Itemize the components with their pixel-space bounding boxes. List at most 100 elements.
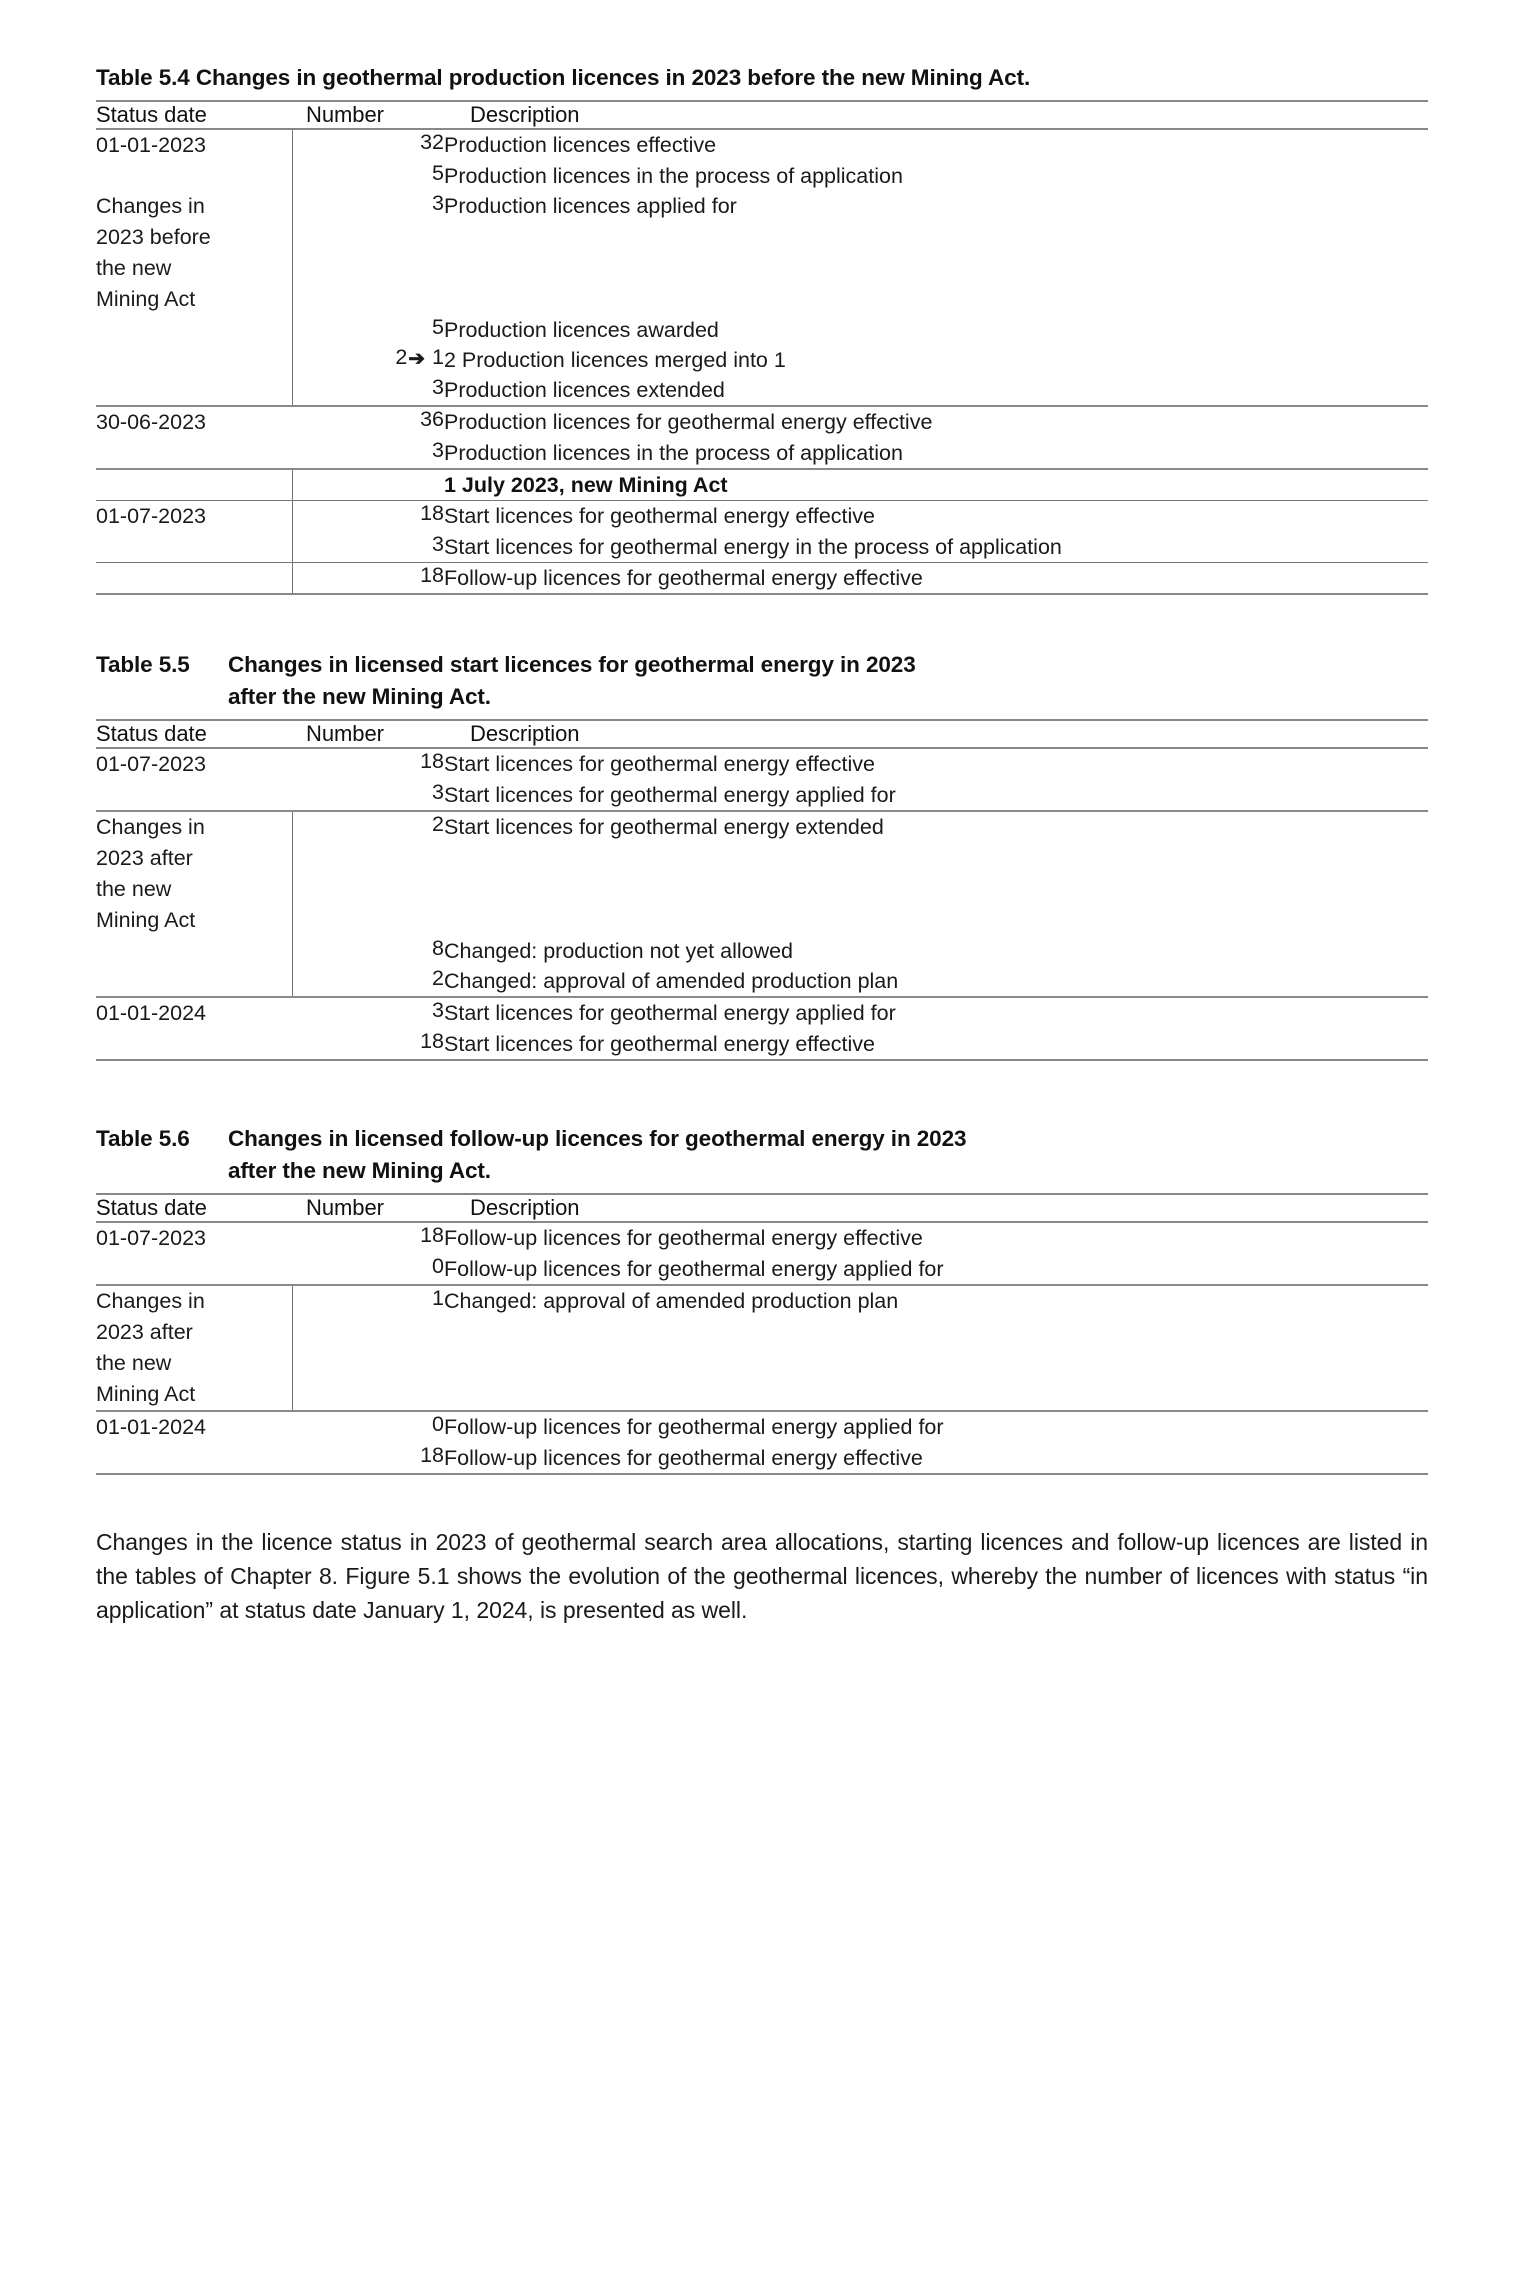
- cell-description: Start licences for geothermal energy in …: [444, 535, 1062, 560]
- cell-description: Production licences awarded: [444, 317, 719, 342]
- table-5-6-caption-line-1: Changes in licensed follow-up licences f…: [228, 1126, 967, 1152]
- table-row: 01-01-2024 3 Start licences for geothermal…: [96, 997, 1428, 1029]
- cell-description: Start licences for geothermal energy eff…: [444, 752, 876, 777]
- cell-description: Production licences extended: [444, 377, 725, 402]
- table-5-5-caption-line-2: after the new Mining Act.: [228, 684, 491, 710]
- column-header-number: Number: [306, 721, 384, 747]
- table-row: Changes in 2023 before the new Mining Ac…: [96, 190, 1428, 315]
- cell-number: 3: [432, 374, 444, 399]
- table-row: 5 Production licences awarded: [96, 314, 1428, 345]
- table-5-5: Status date Number Description 01-07-202…: [96, 719, 1428, 1061]
- cell-status-date: [96, 532, 293, 563]
- cell-number: 2: [432, 966, 444, 991]
- cell-number: [292, 469, 444, 501]
- column-header-number: Number: [306, 1195, 384, 1221]
- table-row: 01-07-2023 18 Start licences for geotherma…: [96, 500, 1428, 533]
- cell-description: Changed: approval of amended production …: [444, 1289, 899, 1314]
- cell-description: Follow-up licences for geothermal energy…: [444, 1446, 923, 1471]
- cell-status-date: [96, 314, 293, 345]
- table-5-4-caption-text: Changes in geothermal production licence…: [195, 65, 1031, 90]
- table-row: 18 Follow-up licences for geothermal ener…: [96, 562, 1428, 595]
- column-header-status-date: Status date: [96, 721, 207, 747]
- table-row: 3 Start licences for geothermal energy ap…: [96, 780, 1428, 811]
- cell-number: 0: [432, 1412, 444, 1437]
- body-paragraph: Changes in the licence status in 2023 of…: [96, 1529, 1428, 1624]
- cell-status-date: [96, 1443, 292, 1474]
- cell-status-date: [96, 438, 292, 469]
- table-5-4-header-row: Status date Number Description: [96, 100, 1428, 129]
- table-5-4-caption-number: Table 5.4: [96, 65, 190, 90]
- cell-status-date: 01-07-2023: [96, 752, 206, 777]
- cell-number: 18: [420, 1443, 444, 1468]
- table-row: 18 Start licences for geothermal energy e…: [96, 1029, 1428, 1061]
- cell-status-date: Changes in 2023 after the new Mining Act: [96, 1285, 293, 1412]
- table-5-5-caption-number: Table 5.5: [96, 652, 190, 678]
- cell-description: Follow-up licences for geothermal energy…: [444, 1415, 944, 1440]
- table-5-6-caption-line-2: after the new Mining Act.: [228, 1158, 491, 1184]
- table-5-4-body: 01-01-2023 32 Production licences effectiv…: [96, 128, 1428, 595]
- table-5-4-caption: Table 5.4 Changes in geothermal producti…: [96, 62, 1428, 94]
- cell-number: 5: [432, 314, 444, 339]
- cell-number: 3: [432, 532, 444, 557]
- cell-description: Follow-up licences for geothermal energy…: [444, 566, 923, 591]
- column-header-status-date: Status date: [96, 1195, 207, 1221]
- table-row: 3 Production licences in the process of a…: [96, 438, 1428, 469]
- table-row: Changes in 2023 after the new Mining Act…: [96, 1285, 1428, 1412]
- table-5-5-caption-text: Changes in licensed start licences for g…: [228, 649, 1428, 713]
- cell-status-date: [96, 1254, 292, 1285]
- cell-description: 2 Production licences merged into 1: [444, 347, 786, 372]
- cell-status-date: 01-01-2023: [96, 128, 293, 161]
- table-5-5-header-row: Status date Number Description: [96, 720, 1428, 749]
- table-row: 5 Production licences in the process of a…: [96, 160, 1428, 191]
- cell-description: Production licences effective: [444, 132, 717, 157]
- table-5-6-body: 01-07-2023 18 Follow-up licences for geoth…: [96, 1222, 1428, 1475]
- table-row: 3 Start licences for geothermal energy in…: [96, 532, 1428, 563]
- cell-number: 36: [420, 407, 444, 432]
- cell-number: 18: [420, 501, 444, 526]
- cell-description: Start licences for geothermal energy ext…: [444, 815, 884, 840]
- table-row: 0 Follow-up licences for geothermal energ…: [96, 1254, 1428, 1285]
- table-row: 2 Changed: approval of amended production…: [96, 966, 1428, 998]
- cell-description: Start licences for geothermal energy app…: [444, 783, 896, 808]
- table-row: 01-01-2024 0 Follow-up licences for geothe…: [96, 1411, 1428, 1443]
- cell-description: Production licences for geothermal energ…: [444, 410, 933, 435]
- table-row: 8 Changed: production not yet allowed: [96, 936, 1428, 967]
- table-5-6-block: Table 5.6 Changes in licensed follow-up …: [96, 1123, 1428, 1475]
- number-after: 1: [426, 344, 444, 369]
- cell-number: 3: [432, 780, 444, 805]
- cell-status-date: 01-01-2024: [96, 1415, 206, 1440]
- cell-description: Production licences in the process of ap…: [444, 441, 903, 466]
- cell-description: Changed: production not yet allowed: [444, 939, 794, 964]
- table-row: 01-07-2023 18 Start licences for geotherma…: [96, 748, 1428, 780]
- cell-status-date: [96, 1029, 292, 1060]
- table-5-4-block: Table 5.4 Changes in geothermal producti…: [96, 62, 1428, 595]
- cell-description: Follow-up licences for geothermal energy…: [444, 1257, 944, 1282]
- cell-status-date: 01-01-2024: [96, 1001, 206, 1026]
- cell-number: 8: [432, 936, 444, 961]
- cell-status-date: Changes in 2023 before the new Mining Ac…: [96, 190, 293, 315]
- table-5-4: Status date Number Description 01-01-202…: [96, 100, 1428, 595]
- cell-number: 18: [420, 563, 444, 588]
- table-5-5-caption: Table 5.5 Changes in licensed start lice…: [96, 649, 1428, 713]
- cell-description-emphasis: 1 July 2023, new Mining Act: [444, 473, 728, 498]
- cell-number: 32: [420, 129, 444, 154]
- table-row: 3 Production licences extended: [96, 374, 1428, 407]
- cell-status-date: [96, 562, 293, 595]
- cell-status-date: [96, 780, 292, 811]
- table-5-6-caption-number: Table 5.6: [96, 1126, 190, 1152]
- cell-status-date: [96, 469, 293, 501]
- table-5-6-caption: Table 5.6 Changes in licensed follow-up …: [96, 1123, 1428, 1187]
- cell-status-date: 30-06-2023: [96, 410, 206, 435]
- table-row: 01-01-2023 32 Production licences effectiv…: [96, 128, 1428, 161]
- column-header-description: Description: [470, 101, 580, 127]
- cell-number: 18: [420, 1223, 444, 1248]
- table-row: 01-07-2023 18 Follow-up licences for geoth…: [96, 1222, 1428, 1254]
- cell-number: 3: [432, 438, 444, 463]
- cell-status-date: [96, 374, 293, 407]
- cell-number: 0: [432, 1254, 444, 1279]
- cell-number: 1: [432, 1286, 444, 1311]
- cell-status-date: [96, 936, 293, 967]
- cell-number: 5: [432, 160, 444, 185]
- column-header-number: Number: [306, 101, 384, 127]
- cell-description: Changed: approval of amended production …: [444, 969, 899, 994]
